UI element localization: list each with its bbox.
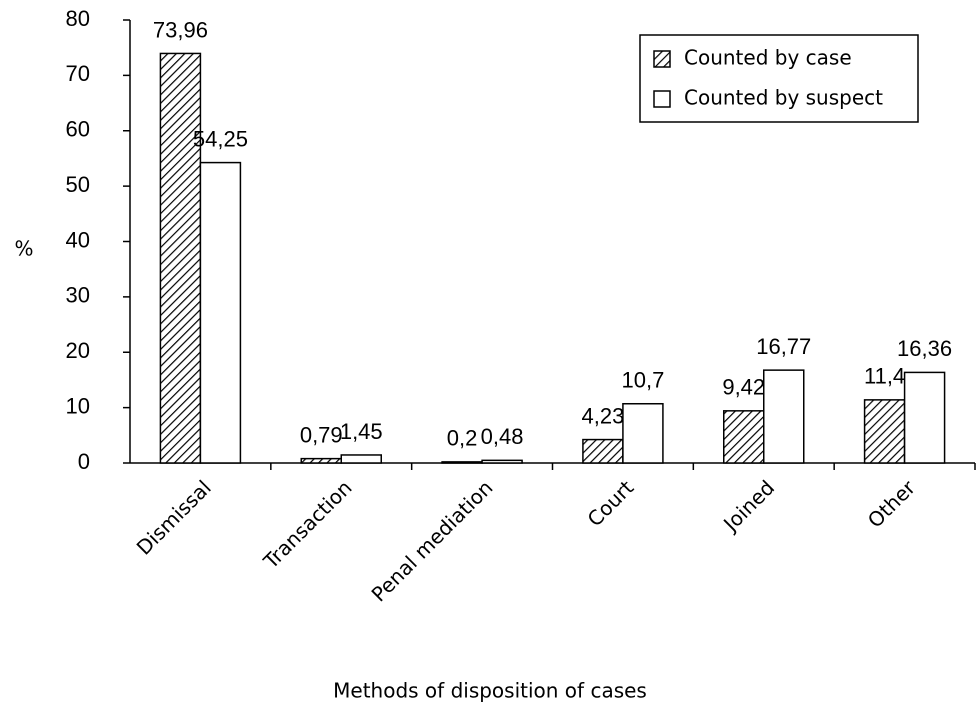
y-tick-label: 70 [66,61,90,86]
data-label: 0,79 [300,422,343,447]
legend-swatch [653,90,671,108]
data-label: 9,42 [722,375,765,400]
y-tick-label: 0 [78,449,90,474]
y-tick-label: 50 [66,172,90,197]
y-tick-label: 60 [66,117,90,142]
x-tick-label: Dismissal [132,475,216,559]
x-tick-label: Transaction [258,475,357,574]
data-label: 4,23 [582,403,625,428]
legend-label: Counted by suspect [684,86,883,110]
data-label: 0,2 [447,426,478,451]
y-tick-label: 10 [66,393,90,418]
bar [582,438,624,464]
bar [340,454,382,464]
bar [159,52,202,464]
legend-label: Counted by case [684,46,852,70]
data-label: 54,25 [193,126,248,151]
x-tick-label: Other [863,475,921,533]
data-label: 10,7 [622,368,665,393]
legend-box [639,34,919,123]
y-tick-label: 20 [66,338,90,363]
bar [300,457,342,464]
bar [763,369,805,464]
x-tick-label: Court [583,475,639,531]
data-label: 73,96 [153,17,208,42]
x-tick-label: Joined [717,475,779,537]
data-label: 11,4 [864,364,905,389]
data-label: 0,48 [481,424,524,449]
data-label: 1,45 [340,419,383,444]
y-axis-label: % [14,237,33,261]
bar [481,459,523,464]
y-tick-label: 80 [66,6,90,31]
bar [903,371,946,464]
x-axis-label: Methods of disposition of cases [333,679,647,703]
bar [199,161,242,464]
bar [723,410,765,464]
legend-swatch [653,50,671,68]
bar [863,399,906,464]
bar [622,402,664,464]
y-tick-label: 40 [66,227,90,252]
y-tick-label: 30 [66,283,90,308]
x-tick-label: Penal mediation [367,475,498,606]
bar [441,461,483,464]
data-label: 16,77 [756,334,811,359]
data-label: 16,36 [897,336,952,361]
